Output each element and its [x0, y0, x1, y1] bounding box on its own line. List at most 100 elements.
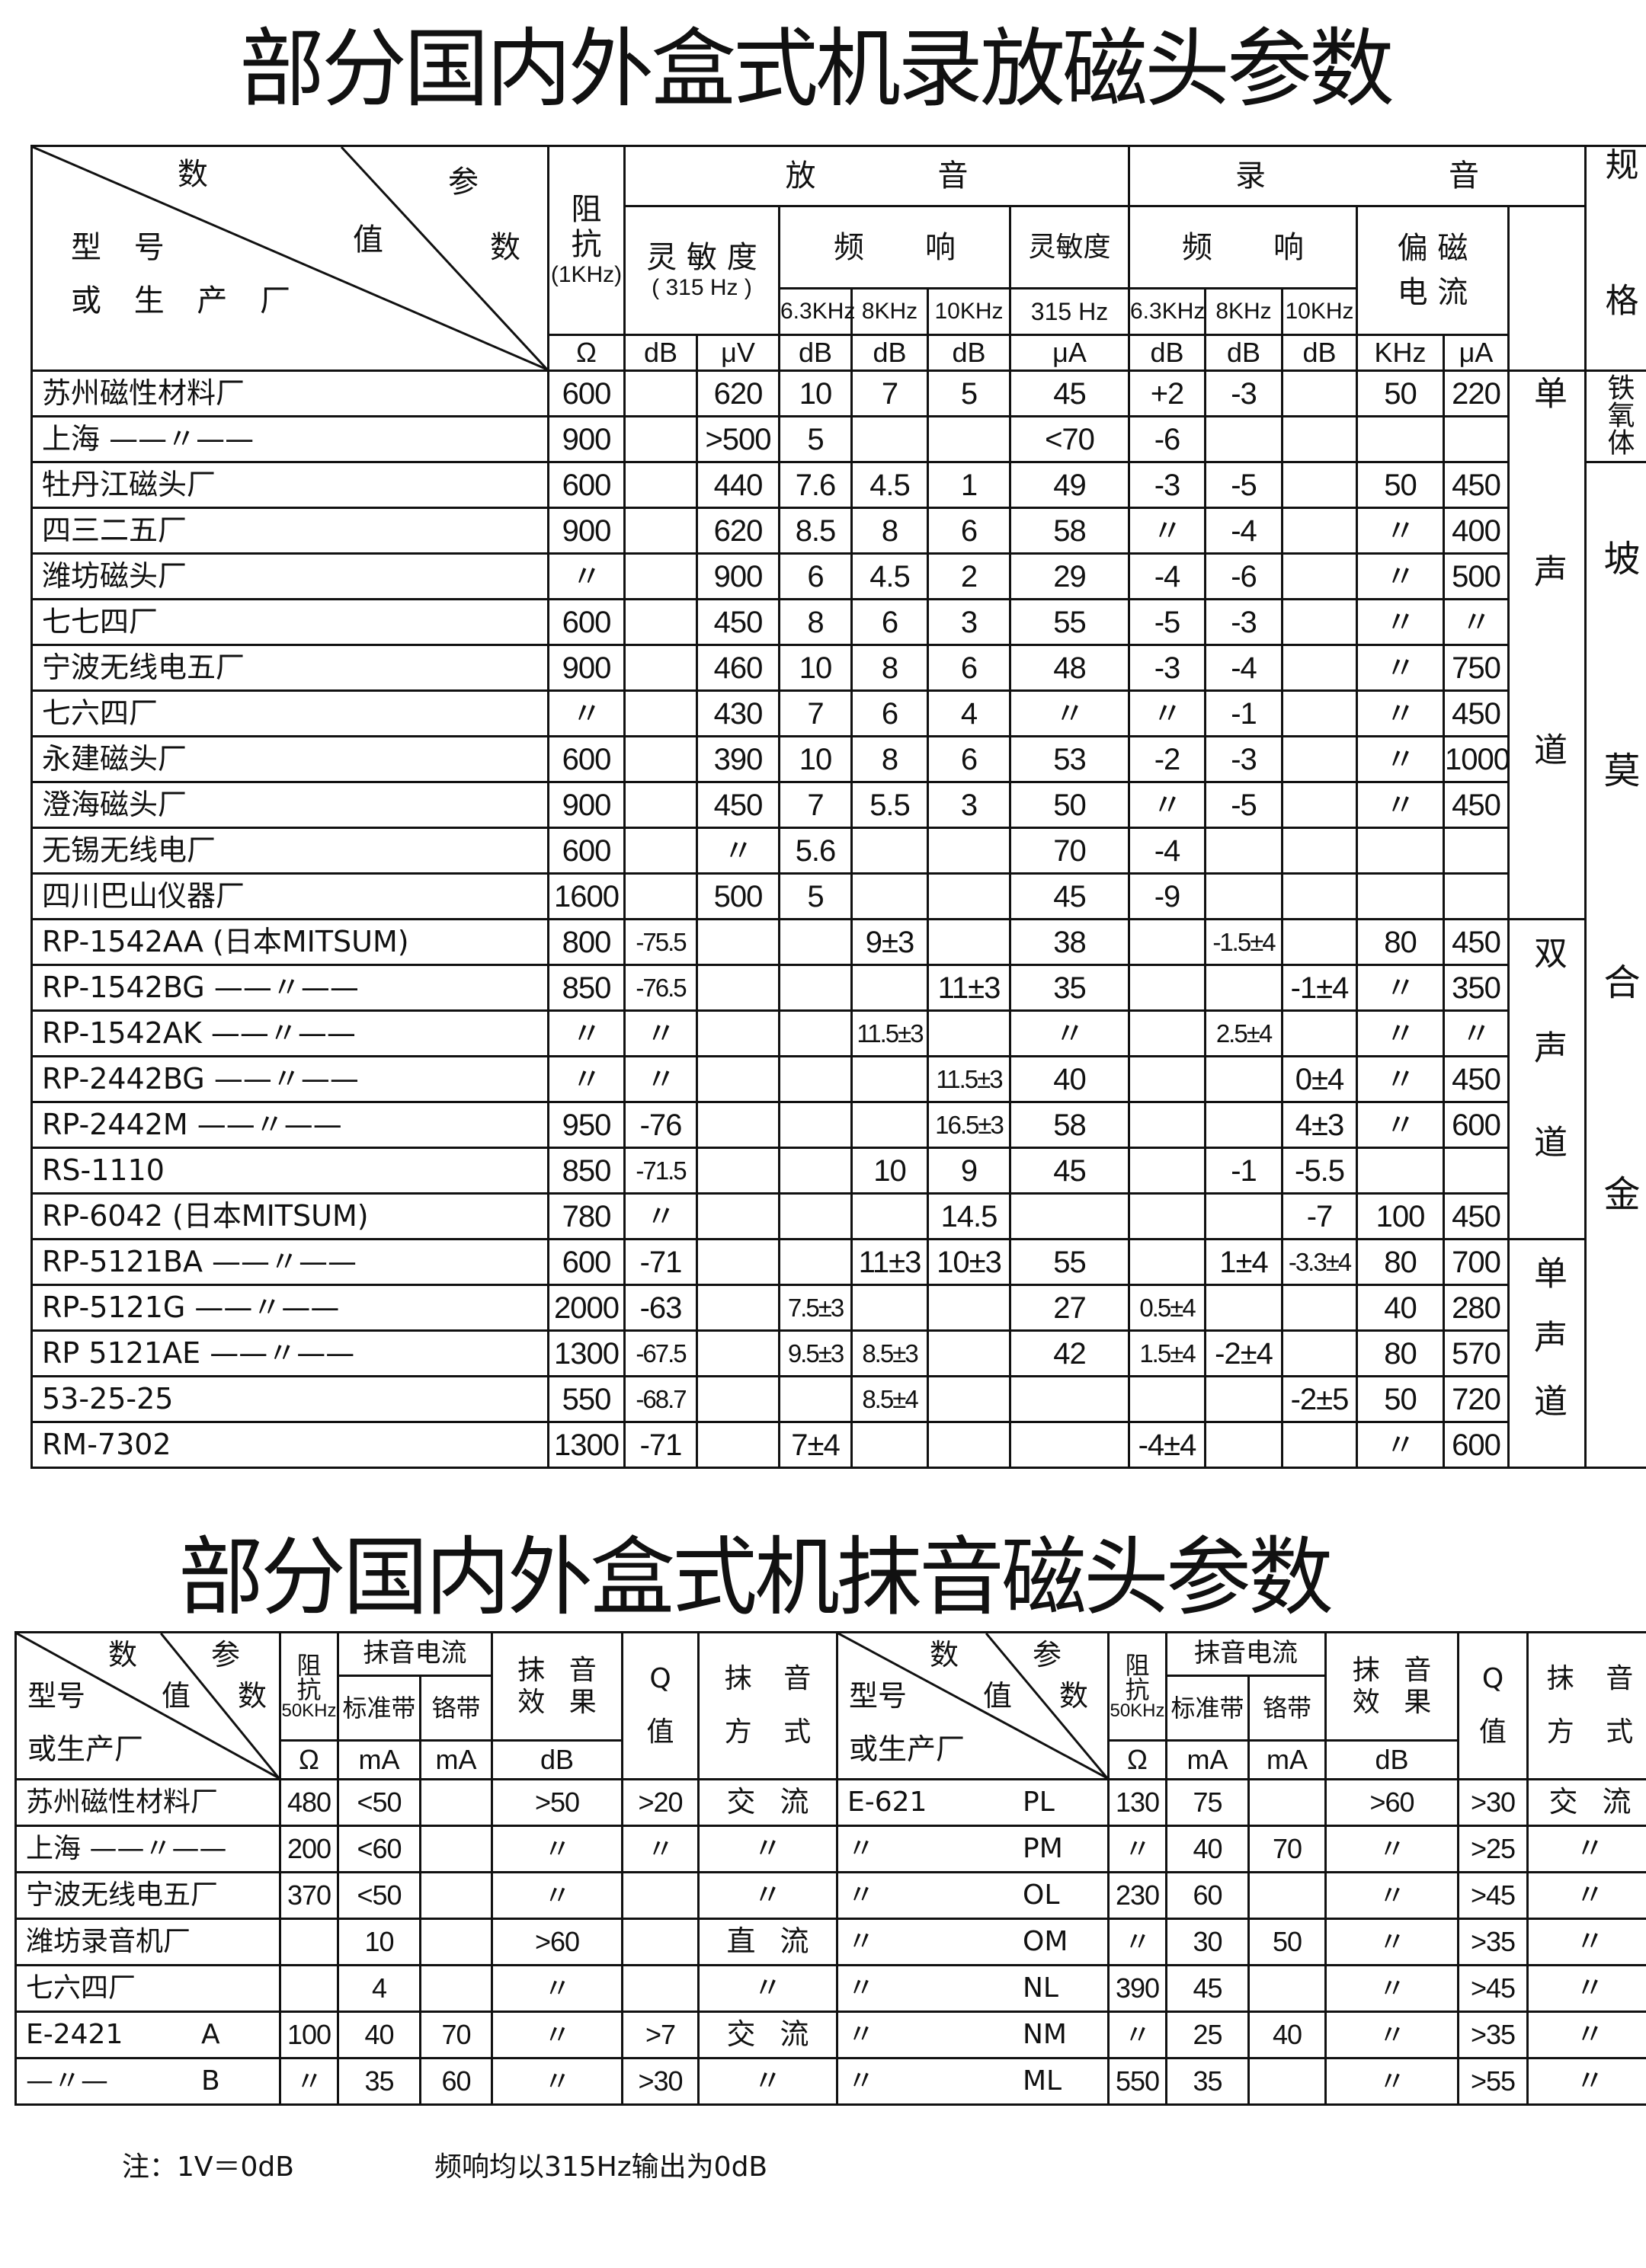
- header-label: 抹 音 效 果: [1352, 1655, 1432, 1718]
- value-cell: 35: [1165, 2057, 1250, 2106]
- value-cell: 8.5±3: [850, 1329, 929, 1377]
- value-cell: 280: [1443, 1284, 1510, 1332]
- value-cell: 9.5±3: [778, 1329, 853, 1377]
- model-name: RP-1542AK ——〃——: [30, 1009, 549, 1057]
- value-cell: +2: [1128, 369, 1206, 417]
- value-cell: 35: [337, 2057, 421, 2106]
- q-value-header: Q 值: [621, 1631, 700, 1780]
- value-cell: [1281, 644, 1358, 692]
- value-cell: 6: [850, 689, 929, 737]
- corner-label: 数: [238, 1679, 267, 1713]
- value-cell: 〃: [491, 1964, 623, 2013]
- value-cell: -71: [623, 1238, 698, 1286]
- value-cell: 500: [1443, 552, 1510, 600]
- impedance-header: 阻 抗 (1KHz): [547, 145, 626, 336]
- table-row: RP-1542AK ——〃—— 〃〃 11.5±3 〃 2.5±4 〃〃: [30, 1009, 1646, 1057]
- value-cell: [1128, 1101, 1206, 1149]
- standard-tape-header: 标准带: [1165, 1675, 1250, 1742]
- model-variant: NM: [1023, 2019, 1067, 2051]
- header-sublabel: 50KHz: [281, 1700, 337, 1721]
- lower-table-title: 部分国内外盒式机抹音磁头参数: [178, 1528, 1334, 1627]
- value-cell: 〃: [1324, 1825, 1459, 1873]
- value-cell: [623, 369, 698, 417]
- value-cell: [623, 781, 698, 829]
- model-name: 四三二五厂: [30, 507, 549, 555]
- value-cell: 29: [1009, 552, 1130, 600]
- value-cell: >45: [1457, 1964, 1529, 2013]
- value-cell: 7: [850, 369, 929, 417]
- value-cell: 230: [1107, 1871, 1167, 1920]
- value-cell: 5.5: [850, 781, 929, 829]
- model-variant: ML: [1023, 2065, 1062, 2097]
- model-name: 〃 ML: [836, 2057, 1110, 2106]
- value-cell: 〃: [1009, 1009, 1130, 1057]
- erase-mode-cell: 交 流: [697, 1778, 838, 1827]
- value-cell: 40: [1356, 1284, 1445, 1332]
- value-cell: 38: [1009, 918, 1130, 966]
- value-cell: [778, 1055, 853, 1103]
- value-cell: 8: [850, 735, 929, 783]
- freq-header: 8KHz: [850, 287, 929, 336]
- record-playback-head-table: 数 参 值 数 型 号 或 生 产 厂 阻 抗 (1KHz) 放 音 录 音 规 …: [30, 145, 1646, 1469]
- value-cell: [778, 1009, 853, 1057]
- erase-mode-cell: 交 流: [1526, 1778, 1646, 1827]
- value-cell: 〃: [696, 827, 780, 875]
- standard-tape-header: 标准带: [337, 1675, 421, 1742]
- value-cell: [623, 507, 698, 555]
- value-cell: 35: [1009, 964, 1130, 1012]
- value-cell: 45: [1009, 369, 1130, 417]
- value-cell: 80: [1356, 1329, 1445, 1377]
- header-label: 抹 音 方 式: [1546, 1663, 1634, 1748]
- value-cell: 53: [1009, 735, 1130, 783]
- value-cell: 〃: [1356, 552, 1445, 600]
- chrome-tape-header: 铬带: [419, 1675, 493, 1742]
- value-cell: 900: [547, 644, 626, 692]
- value-cell: 8: [778, 598, 853, 646]
- value-cell: [778, 1101, 853, 1149]
- value-cell: 5: [927, 369, 1011, 417]
- table-row: 澄海磁头厂 900 450 7 5.5 3 50 〃 -5 〃 450: [30, 781, 1646, 829]
- model-name: 澄海磁头厂: [30, 781, 549, 829]
- value-cell: 2.5±4: [1204, 1009, 1283, 1057]
- value-cell: -5: [1128, 598, 1206, 646]
- corner-label: 型 号: [71, 230, 165, 265]
- model-label: 〃: [847, 2065, 876, 2097]
- value-cell: [927, 1421, 1011, 1469]
- value-cell: [1281, 1284, 1358, 1332]
- value-cell: 70: [419, 2010, 493, 2059]
- value-cell: 49: [1009, 461, 1130, 509]
- value-cell: 11±3: [850, 1238, 929, 1286]
- value-cell: 950: [547, 1101, 626, 1149]
- unit-header: dB: [1204, 334, 1283, 372]
- value-cell: 〃: [1443, 598, 1510, 646]
- erase-mode-cell: 〃: [1526, 1825, 1646, 1873]
- value-cell: [419, 1918, 493, 1966]
- value-cell: 750: [1443, 644, 1510, 692]
- value-cell: 〃: [1356, 735, 1445, 783]
- model-variant: PM: [1023, 1833, 1063, 1865]
- unit-header: dB: [1128, 334, 1206, 372]
- header-label: 规 格: [1599, 147, 1638, 362]
- model-name: RP 5121AE ——〃——: [30, 1329, 549, 1377]
- model-name: 七七四厂: [30, 598, 549, 646]
- value-cell: [1281, 781, 1358, 829]
- value-cell: 10±3: [927, 1238, 1011, 1286]
- value-cell: 390: [696, 735, 780, 783]
- header-label: Q 值: [646, 1663, 674, 1748]
- unit-header: Ω: [1107, 1739, 1167, 1780]
- value-cell: 1: [927, 461, 1011, 509]
- value-cell: [1443, 415, 1510, 463]
- value-cell: [696, 1284, 780, 1332]
- value-cell: 450: [1443, 1055, 1510, 1103]
- value-cell: [1281, 872, 1358, 920]
- value-cell: 〃: [1356, 1009, 1445, 1057]
- impedance-header: 阻抗 50KHz: [279, 1631, 339, 1742]
- corner-label: 值: [162, 1679, 191, 1713]
- record-frequency-response-header: 频 响: [1128, 205, 1358, 289]
- table-row: 苏州磁性材料厂 600 620 10 7 5 45 +2 -3 50 220 单声道 铁氧体: [30, 369, 1646, 920]
- value-cell: 42: [1009, 1329, 1130, 1377]
- table-row: RP-1542AA (日本MITSUM) 800 -75.5 9±3 38 -1.5±4 8…: [30, 918, 1646, 1240]
- value-cell: [778, 1147, 853, 1195]
- value-cell: -6: [1128, 415, 1206, 463]
